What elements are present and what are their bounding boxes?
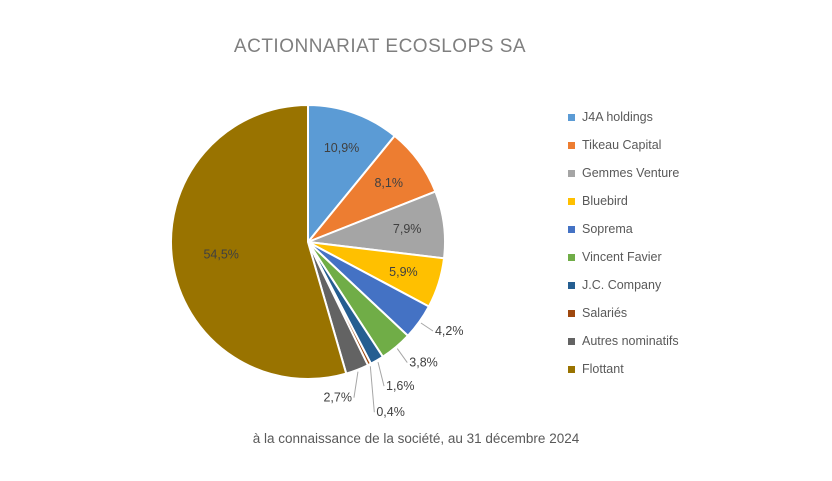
legend-label: Salariés [582, 306, 628, 320]
legend-item-soprema: Soprema [568, 220, 679, 248]
legend-swatch [568, 170, 575, 177]
legend-label: Gemmes Venture [582, 166, 680, 180]
legend-label: J.C. Company [582, 278, 662, 292]
data-label-gemmes-venture: 7,9% [393, 222, 422, 236]
leader-line-vincent-favier [396, 348, 408, 363]
legend-swatch [568, 282, 575, 289]
legend-label: Vincent Favier [582, 250, 662, 264]
legend-swatch [568, 142, 575, 149]
legend-label: J4A holdings [582, 110, 653, 124]
legend-label: Tikeau Capital [582, 138, 662, 152]
slice-j4a-holdings [307, 103, 397, 245]
legend-item-tikeau-capital: Tikeau Capital [568, 136, 679, 164]
legend-label: Flottant [582, 362, 624, 376]
slice-flottant [170, 103, 348, 380]
data-labels: 10,9% 8,1% 7,9% 5,9% 4,2% 3,8% 1,6% 0,4% 2,7% 54,… [203, 141, 463, 419]
legend-swatch [568, 226, 575, 233]
data-label-soprema: 4,2% [435, 324, 464, 338]
pie-slices [170, 103, 446, 380]
data-label-autres-nominatifs: 2,7% [323, 391, 352, 405]
legend-label: Bluebird [582, 194, 628, 208]
data-label-vincent-favier: 3,8% [409, 356, 438, 370]
legend-swatch [568, 310, 575, 317]
data-label-j-c-company: 1,6% [386, 379, 415, 393]
legend-item-j-c-company: J.C. Company [568, 276, 679, 304]
legend-item-vincent-favier: Vincent Favier [568, 248, 679, 276]
chart-title: ACTIONNARIAT ECOSLOPS SA [233, 36, 527, 57]
leader-line-autres-nominatifs [353, 371, 359, 398]
legend-label: Soprema [582, 222, 633, 236]
legend-item-autres-nominatifs: Autres nominatifs [568, 332, 679, 360]
data-label-salaries: 0,4% [376, 405, 405, 419]
legend-item-salaries: Salariés [568, 304, 679, 332]
data-label-bluebird: 5,9% [389, 265, 418, 279]
legend-swatch [568, 254, 575, 261]
legend-swatch [568, 114, 575, 121]
data-label-j4a-holdings: 10,9% [324, 141, 359, 155]
legend-item-j4a-holdings: J4A holdings [568, 108, 679, 136]
data-label-flottant: 54,5% [203, 247, 238, 261]
legend-swatch [568, 198, 575, 205]
legend-swatch [568, 366, 575, 373]
leader-line-soprema [420, 322, 434, 332]
chart-subtitle: à la connaissance de la société, au 31 d… [252, 431, 580, 446]
legend: J4A holdings Tikeau Capital Gemmes Venture… [568, 108, 679, 388]
legend-item-bluebird: Bluebird [568, 192, 679, 220]
data-label-tikeau-capital: 8,1% [374, 176, 403, 190]
leader-lines [353, 322, 434, 413]
legend-item-flottant: Flottant [568, 360, 679, 388]
legend-item-gemmes-venture: Gemmes Venture [568, 164, 679, 192]
leader-line-salaries [369, 366, 375, 413]
legend-swatch [568, 338, 575, 345]
legend-label: Autres nominatifs [582, 334, 679, 348]
leader-line-j-c-company [377, 361, 385, 387]
